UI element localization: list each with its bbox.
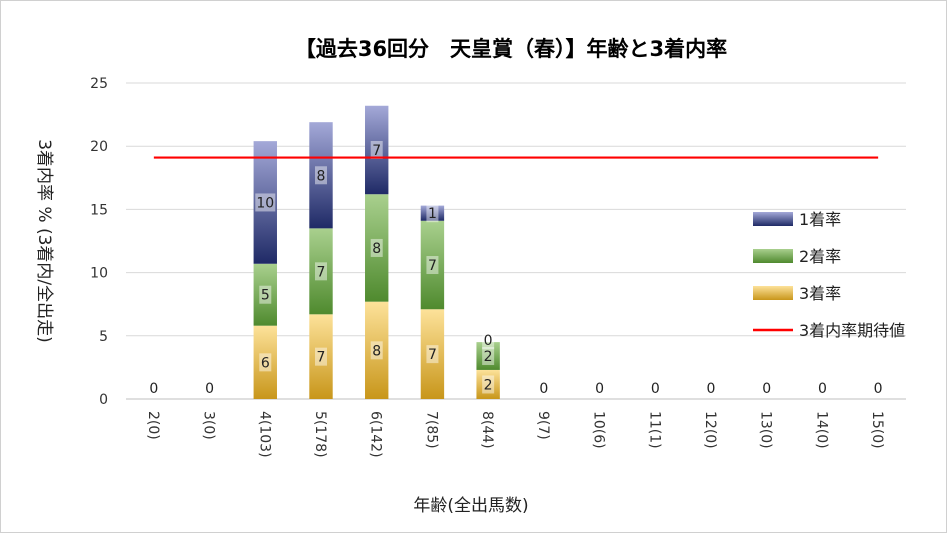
legend-swatch	[753, 286, 793, 300]
x-tick-label: 7(85)	[423, 411, 439, 449]
bar-segment	[365, 301, 389, 399]
data-label: 2	[484, 349, 493, 365]
bar-segment	[253, 263, 277, 326]
data-label-bg	[426, 345, 439, 364]
y-tick-label: 5	[99, 329, 108, 345]
data-label: 7	[317, 264, 326, 280]
legend-swatch	[753, 249, 793, 263]
x-tick-label: 11(1)	[646, 411, 662, 449]
zero-label: 0	[762, 381, 771, 397]
bar-segment	[420, 220, 445, 310]
legend-label: 2着率	[799, 247, 841, 266]
data-label: 8	[372, 343, 381, 359]
x-tick-label: 9(7)	[535, 411, 551, 440]
x-tick-label: 12(0)	[702, 411, 718, 449]
data-label: 10	[256, 195, 274, 211]
data-label: 7	[372, 143, 381, 159]
bar-segment	[309, 228, 333, 315]
bars	[253, 105, 500, 399]
x-tick-label: 3(0)	[201, 411, 217, 440]
zero-label: 0	[818, 381, 827, 397]
x-tick-label: 13(0)	[758, 411, 774, 449]
x-tick-label: 15(0)	[869, 411, 885, 449]
x-tick-label: 14(0)	[813, 411, 829, 449]
data-label: 8	[317, 168, 326, 184]
zero-label: 0	[707, 381, 716, 397]
chart-title: 【過去36回分 天皇賞（春）】年齢と3着内率	[295, 37, 727, 61]
zero-label: 0	[205, 381, 214, 397]
bar-segment	[365, 105, 389, 195]
legend-label: 1着率	[799, 210, 841, 229]
data-label: 7	[428, 258, 437, 274]
x-tick-label: 6(142)	[368, 411, 384, 458]
legend: 1着率 2着率 3着率 3着内率期待値	[753, 210, 905, 340]
zero-label: 0	[595, 381, 604, 397]
legend-label: 3着内率期待値	[799, 321, 905, 340]
data-label-bg	[259, 353, 272, 372]
zero-label: 0	[539, 381, 548, 397]
x-tick-label: 8(44)	[479, 411, 495, 449]
bar-segment	[309, 122, 333, 229]
x-tick-label: 4(103)	[256, 411, 272, 458]
x-axis-label: 年齢(全出馬数)	[413, 496, 528, 516]
data-label-bg	[315, 262, 327, 281]
legend-swatch	[753, 212, 793, 226]
data-label: 1	[428, 206, 437, 222]
data-label: 2	[484, 377, 493, 393]
gridlines	[126, 82, 906, 400]
data-label-bg	[426, 204, 439, 223]
data-label: 0	[484, 333, 493, 349]
x-tick-label: 10(6)	[591, 411, 607, 449]
bar-segment	[253, 141, 277, 264]
x-tick-label: 2(0)	[145, 411, 161, 440]
y-tick-label: 15	[90, 202, 108, 218]
data-label-bg	[370, 238, 383, 257]
data-label-bg	[315, 166, 327, 185]
zero-value-labels: 0 0 0 0 0 0 0 0 0	[149, 381, 882, 397]
bar-segment	[309, 314, 333, 399]
data-label-bg	[370, 341, 383, 360]
y-tick-label: 20	[90, 139, 108, 155]
data-label-bg	[426, 256, 439, 275]
y-axis-label: 3着内率 % (3着内/全出走)	[34, 139, 54, 343]
bar-segment	[476, 342, 500, 370]
bar-segment	[420, 309, 445, 399]
bar-segment	[365, 194, 389, 302]
y-tick-label: 0	[99, 392, 108, 408]
x-tick-label: 5(178)	[312, 411, 328, 458]
x-tick-labels: 2(0) 3(0) 4(103) 5(178) 6(142) 7(85) 8(44) 9(7)…	[145, 411, 885, 458]
data-label: 6	[261, 355, 270, 371]
data-label: 8	[372, 241, 381, 257]
data-label-bg	[482, 375, 495, 394]
data-label: 7	[428, 347, 437, 363]
bar-segment	[476, 369, 500, 399]
bar-segment	[420, 205, 445, 221]
y-tick-label: 10	[90, 266, 108, 282]
zero-label: 0	[149, 381, 158, 397]
data-label-bg	[482, 347, 495, 366]
data-label: 5	[261, 288, 270, 304]
data-label-bg	[315, 347, 327, 366]
data-label-bg	[370, 140, 383, 159]
data-label-bg	[259, 285, 272, 304]
data-label-bg	[482, 331, 495, 350]
legend-label: 3着率	[799, 284, 841, 303]
zero-label: 0	[874, 381, 883, 397]
data-label-bg	[255, 193, 276, 212]
bar-segment	[253, 325, 277, 399]
y-tick-labels: 0 5 10 15 20 25	[90, 76, 108, 408]
zero-label: 0	[651, 381, 660, 397]
data-label: 7	[317, 350, 326, 366]
y-tick-label: 25	[90, 76, 108, 92]
